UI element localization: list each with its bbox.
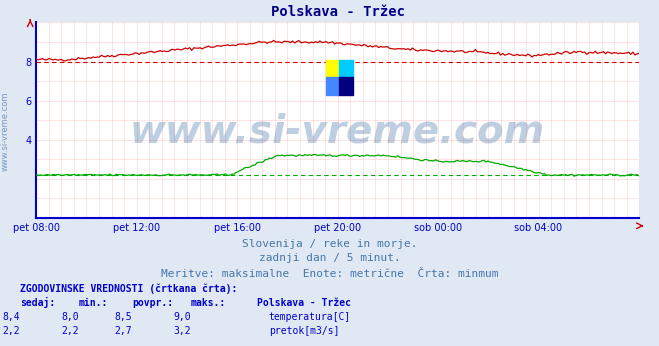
Text: 3,2: 3,2 <box>173 326 191 336</box>
Text: www.si-vreme.com: www.si-vreme.com <box>1 92 10 171</box>
Text: Polskava - Tržec: Polskava - Tržec <box>257 298 351 308</box>
Text: www.si-vreme.com: www.si-vreme.com <box>130 113 546 151</box>
Text: 8,0: 8,0 <box>61 312 79 322</box>
Text: min.:: min.: <box>79 298 109 308</box>
Text: 9,0: 9,0 <box>173 312 191 322</box>
Text: Slovenija / reke in morje.: Slovenija / reke in morje. <box>242 239 417 249</box>
Text: povpr.:: povpr.: <box>132 298 173 308</box>
Bar <box>326 77 339 95</box>
Text: 8,4: 8,4 <box>2 312 20 322</box>
Text: sedaj:: sedaj: <box>20 297 55 308</box>
Bar <box>326 60 339 77</box>
Text: 8,5: 8,5 <box>114 312 132 322</box>
Text: maks.:: maks.: <box>191 298 226 308</box>
Title: Polskava - Tržec: Polskava - Tržec <box>271 4 405 19</box>
Bar <box>339 60 353 77</box>
Text: 2,2: 2,2 <box>61 326 79 336</box>
Text: pretok[m3/s]: pretok[m3/s] <box>269 326 339 336</box>
Text: 2,7: 2,7 <box>114 326 132 336</box>
Bar <box>339 77 353 95</box>
Text: zadnji dan / 5 minut.: zadnji dan / 5 minut. <box>258 253 401 263</box>
Text: ZGODOVINSKE VREDNOSTI (črtkana črta):: ZGODOVINSKE VREDNOSTI (črtkana črta): <box>20 284 237 294</box>
Text: temperatura[C]: temperatura[C] <box>269 312 351 322</box>
Text: 2,2: 2,2 <box>2 326 20 336</box>
Text: Meritve: maksimalne  Enote: metrične  Črta: minmum: Meritve: maksimalne Enote: metrične Črta… <box>161 269 498 279</box>
